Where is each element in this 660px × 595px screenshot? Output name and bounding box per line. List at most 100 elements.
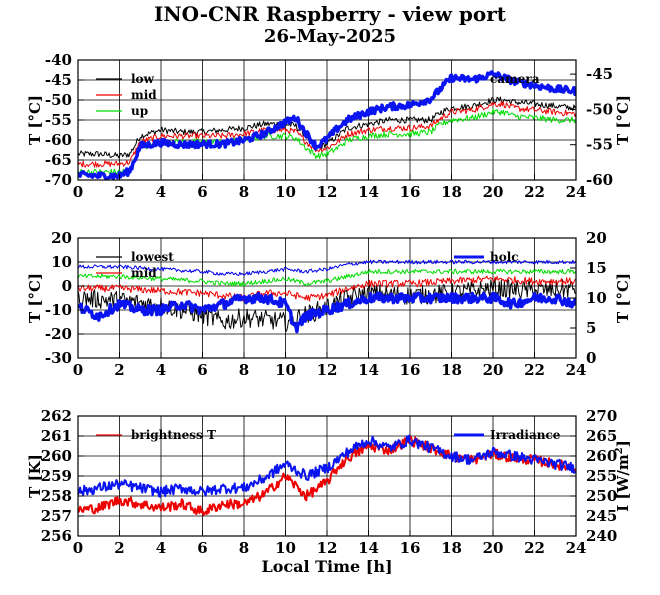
x-tick-label: 12: [317, 539, 338, 557]
x-tick-label: 2: [114, 539, 124, 557]
chart-panel-2: 0 2 4 6 8 10 12 14 16 18 20 22 24-30-20-100102005101…: [26, 229, 632, 379]
y-right-tick-label: 0: [586, 349, 596, 367]
y-right-tick-label: 20: [586, 229, 607, 247]
x-tick-label: 24: [566, 361, 587, 379]
x-tick-label: 16: [400, 183, 421, 201]
x-tick-label: 0: [73, 361, 83, 379]
y-tick-label: 262: [41, 407, 72, 425]
y-right-axis-label: I [W/m2]: [614, 440, 632, 512]
y-right-tick-label: -50: [586, 100, 613, 118]
y-right-tick-label: 5: [586, 319, 596, 337]
legend-label: brightness T: [131, 428, 216, 442]
y-right-axis-label: T [°C]: [614, 273, 632, 323]
legend-label: lowest: [131, 250, 174, 264]
series-line-mid: [78, 101, 576, 168]
y-right-tick-label: 270: [586, 407, 617, 425]
x-tick-label: 20: [483, 361, 504, 379]
y-right-axis-label: T [°C]: [614, 95, 632, 145]
x-tick-label: 6: [197, 183, 207, 201]
series-line-top: [78, 259, 576, 276]
y-tick-label: -45: [45, 71, 72, 89]
y-tick-label: -60: [45, 131, 72, 149]
x-tick-label: 12: [317, 361, 338, 379]
x-tick-label: 22: [524, 361, 545, 379]
y-tick-label: 258: [41, 487, 72, 505]
y-axis-label: T [°C]: [26, 95, 44, 145]
x-tick-label: 6: [197, 539, 207, 557]
x-tick-label: 14: [358, 539, 379, 557]
x-tick-label: 14: [358, 361, 379, 379]
y-tick-label: 0: [62, 277, 72, 295]
x-tick-label: 10: [275, 361, 296, 379]
x-tick-label: 24: [566, 539, 587, 557]
x-tick-label: 0: [73, 183, 83, 201]
y-right-tick-label: 245: [586, 507, 617, 525]
x-tick-label: 18: [441, 361, 462, 379]
series-line-low: [78, 96, 576, 159]
x-tick-label: 20: [483, 539, 504, 557]
x-tick-label: 18: [441, 539, 462, 557]
x-tick-label: 16: [400, 539, 421, 557]
y-right-tick-label: 255: [586, 467, 617, 485]
x-tick-label: 2: [114, 361, 124, 379]
y-tick-label: -10: [45, 301, 72, 319]
y-tick-label: 257: [41, 507, 72, 525]
y-tick-label: -20: [45, 325, 72, 343]
x-tick-label: 2: [114, 183, 124, 201]
series-line-up: [78, 268, 576, 287]
y-tick-label: 10: [51, 253, 72, 271]
x-tick-label: 18: [441, 183, 462, 201]
series-line-irradiance: [78, 434, 576, 498]
x-tick-label: 6: [197, 361, 207, 379]
y-tick-label: 256: [41, 527, 72, 545]
y-tick-label: -50: [45, 91, 72, 109]
x-tick-label: 8: [239, 361, 249, 379]
x-tick-label: 4: [156, 539, 166, 557]
series-line-camera: [78, 70, 576, 180]
legend-label-right: holc: [490, 250, 519, 264]
x-tick-label: 14: [358, 183, 379, 201]
x-tick-label: 10: [275, 539, 296, 557]
legend-label: mid: [131, 266, 157, 280]
y-right-tick-label: 265: [586, 427, 617, 445]
y-right-tick-label: 240: [586, 527, 617, 545]
chart-panel-1: 0 2 4 6 8 10 12 14 16 18 20 22 24-70-65-60-55-50-45-…: [26, 51, 632, 201]
y-axis-label: T [K]: [26, 454, 44, 498]
series-line-lowest: [78, 278, 576, 332]
page-subtitle: 26-May-2025: [263, 26, 397, 47]
y-tick-label: 260: [41, 447, 72, 465]
y-tick-label: -55: [45, 111, 72, 129]
x-tick-label: 4: [156, 361, 166, 379]
legend-label: mid: [131, 88, 157, 102]
y-right-tick-label: 15: [586, 259, 607, 277]
page-title: INO-CNR Raspberry - view port: [153, 2, 506, 26]
x-tick-label: 20: [483, 183, 504, 201]
y-axis-label: T [°C]: [26, 273, 44, 323]
legend-label: low: [131, 72, 155, 86]
y-right-tick-label: 250: [586, 487, 617, 505]
x-axis-label: Local Time [h]: [261, 557, 392, 576]
x-tick-label: 16: [400, 361, 421, 379]
y-right-tick-label: -60: [586, 171, 613, 189]
y-right-tick-label: 260: [586, 447, 617, 465]
legend-label-right: Irradiance: [490, 428, 561, 442]
x-tick-label: 0: [73, 539, 83, 557]
x-tick-label: 8: [239, 539, 249, 557]
legend-label: up: [131, 104, 148, 118]
x-tick-label: 24: [566, 183, 587, 201]
legend-label-right: camera: [490, 72, 540, 86]
x-tick-label: 4: [156, 183, 166, 201]
y-tick-label: 20: [51, 229, 72, 247]
x-tick-label: 22: [524, 183, 545, 201]
y-tick-label: -65: [45, 151, 72, 169]
series-line-holc: [78, 291, 576, 334]
y-right-tick-label: -45: [586, 65, 613, 83]
y-tick-label: 259: [41, 467, 72, 485]
x-tick-label: 22: [524, 539, 545, 557]
x-tick-label: 8: [239, 183, 249, 201]
y-right-tick-label: 10: [586, 289, 607, 307]
chart-panel-3: 0 2 4 6 8 10 12 14 16 18 20 22 242562572582592602612…: [26, 407, 632, 576]
y-tick-label: -30: [45, 349, 72, 367]
x-tick-label: 12: [317, 183, 338, 201]
x-tick-label: 10: [275, 183, 296, 201]
